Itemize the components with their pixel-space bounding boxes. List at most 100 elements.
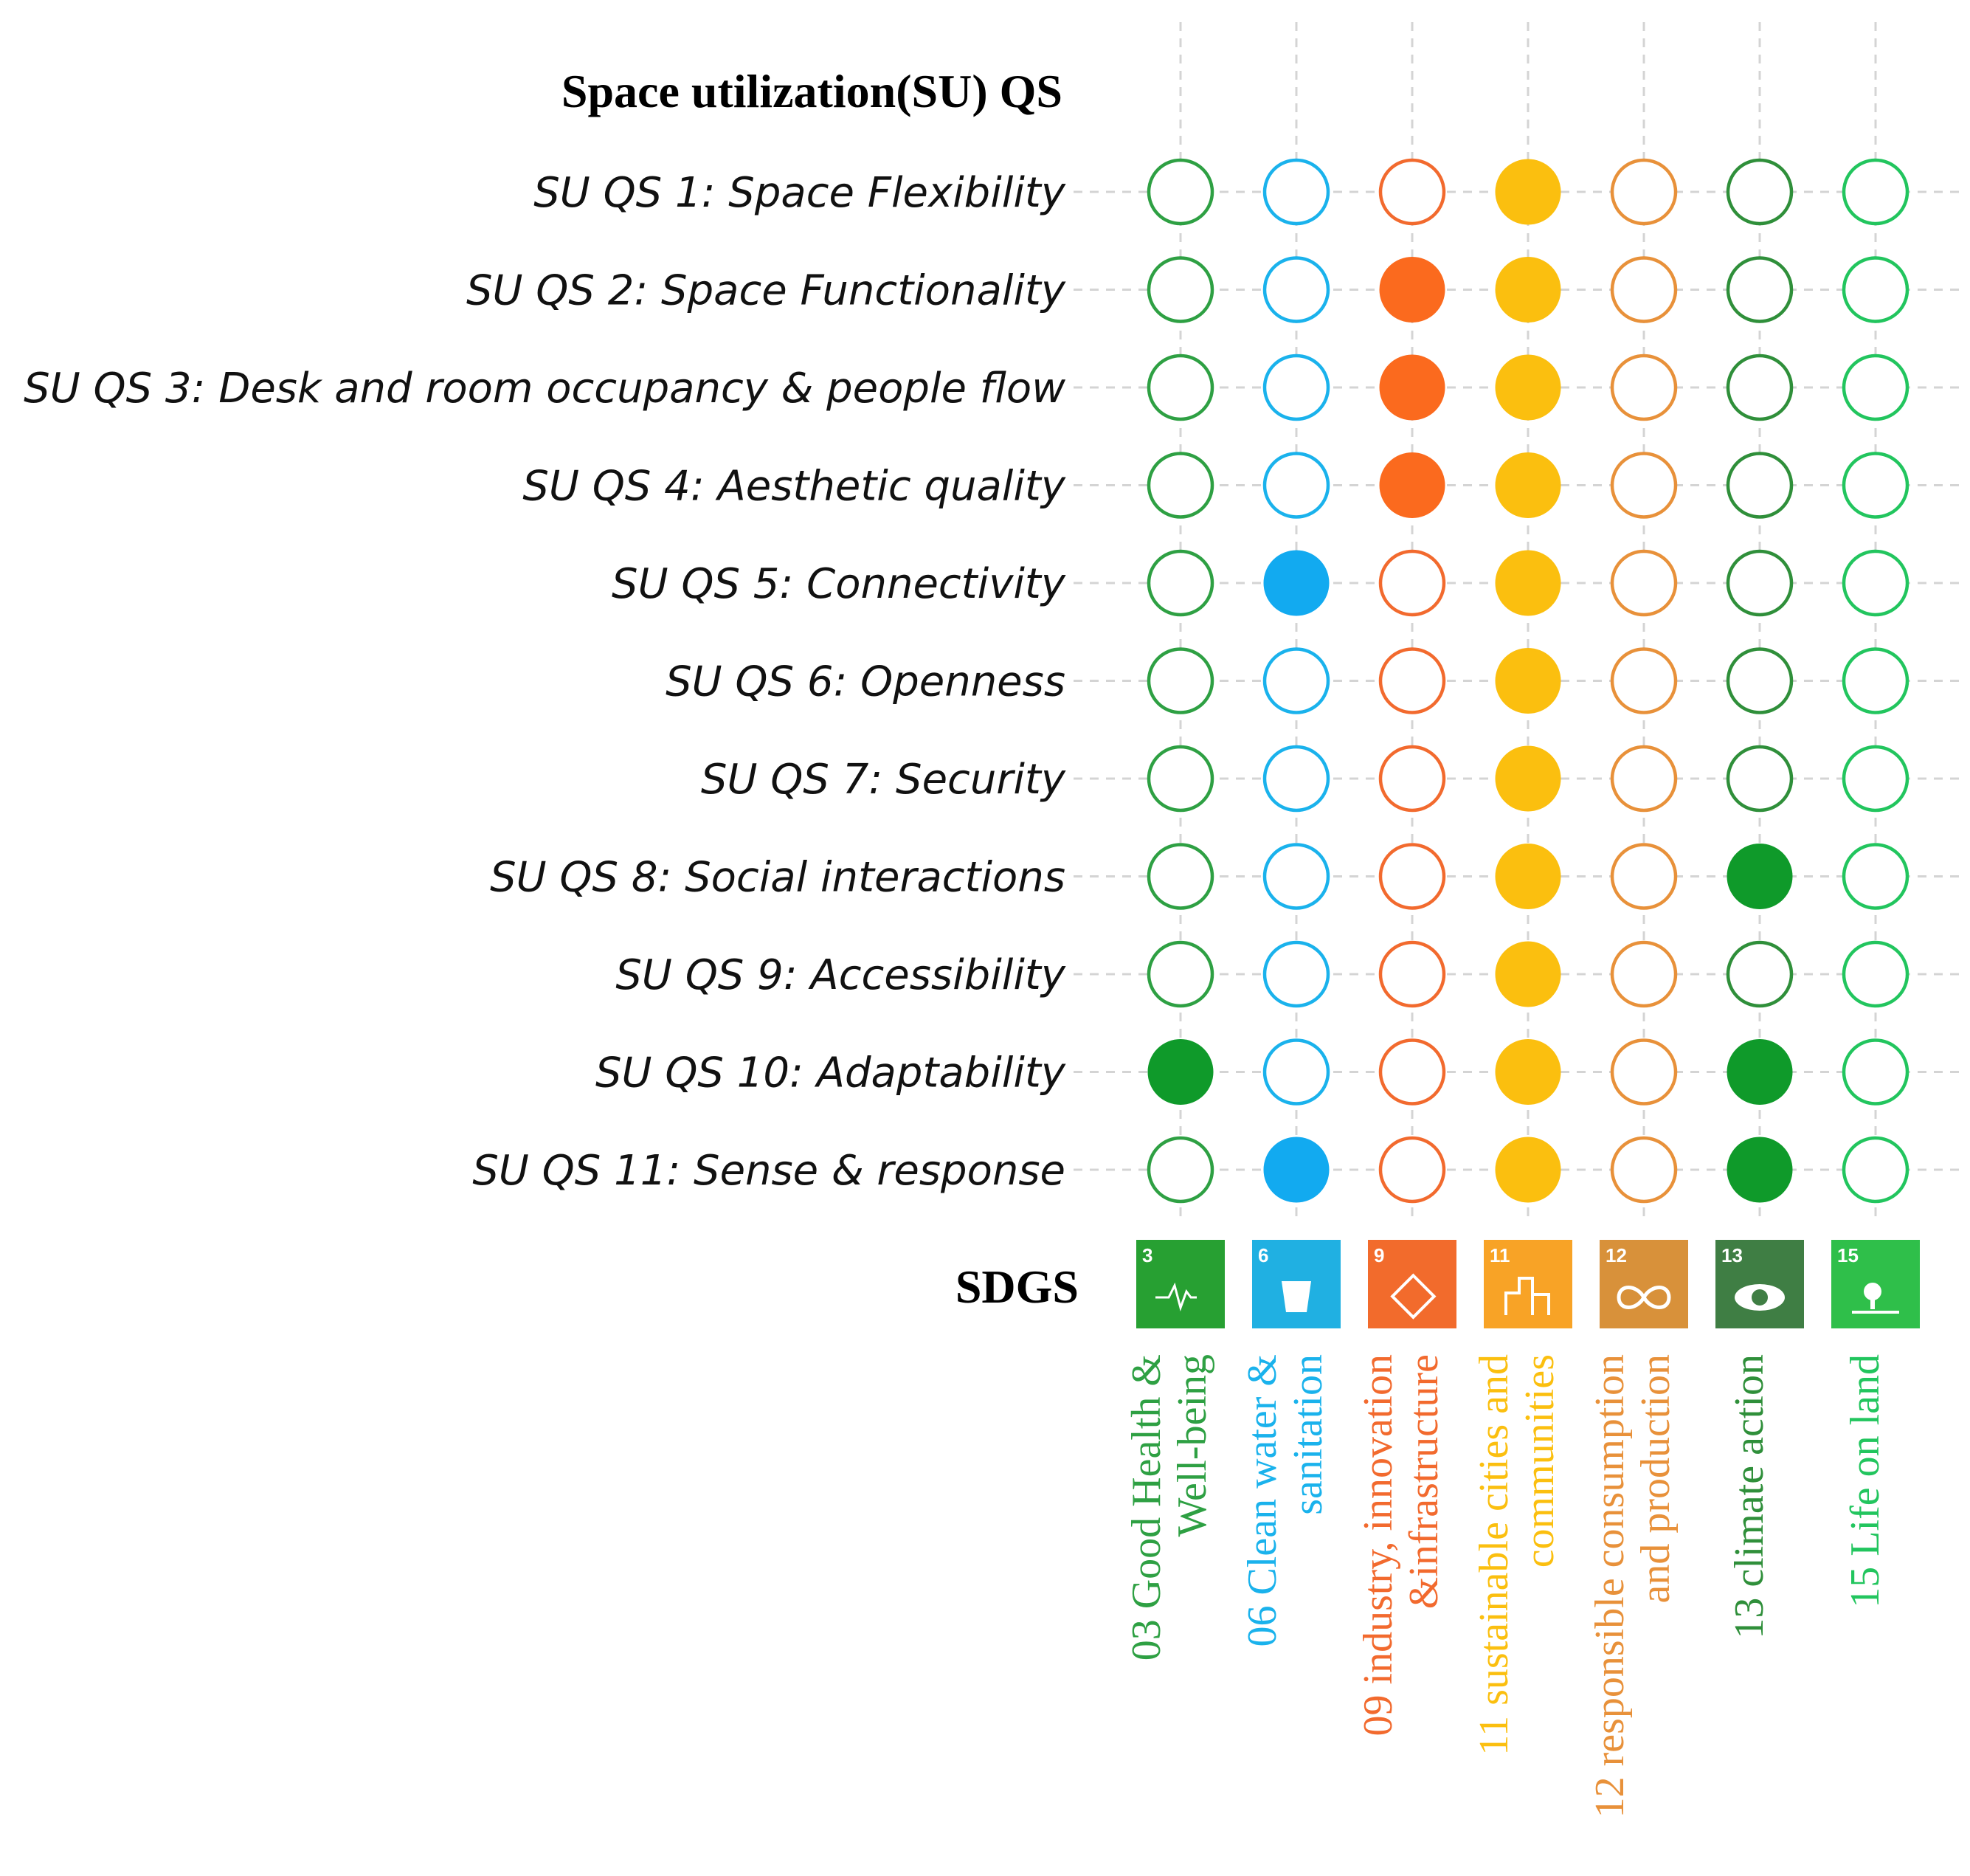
open-dot-06 bbox=[1262, 354, 1330, 421]
filled-dot-03 bbox=[1147, 1039, 1214, 1105]
sdg-label-03: Well-being bbox=[1169, 1354, 1215, 1537]
sdg-icon-number: 6 bbox=[1258, 1244, 1268, 1266]
filled-dot-11 bbox=[1495, 1137, 1561, 1203]
filled-dot-13 bbox=[1727, 1039, 1793, 1105]
sdg-icon-06: 6 bbox=[1252, 1240, 1341, 1328]
open-dot-12 bbox=[1610, 1136, 1678, 1204]
filled-dot-11 bbox=[1495, 745, 1561, 812]
open-dot-06 bbox=[1262, 1038, 1330, 1106]
open-dot-12 bbox=[1610, 940, 1678, 1008]
open-dot-09 bbox=[1378, 647, 1446, 714]
sdg-icon-number: 13 bbox=[1721, 1244, 1743, 1266]
sdg-icon-15: 15 bbox=[1831, 1240, 1920, 1328]
open-dot-06 bbox=[1262, 256, 1330, 323]
open-dot-13 bbox=[1726, 354, 1794, 421]
sdg-icon-number: 11 bbox=[1490, 1244, 1510, 1266]
filled-dot-09 bbox=[1379, 257, 1445, 323]
filled-dot-09 bbox=[1379, 452, 1445, 518]
filled-dot-11 bbox=[1495, 941, 1561, 1007]
open-dot-13 bbox=[1726, 256, 1794, 323]
row-label: SU QS 7: Security bbox=[701, 756, 1066, 804]
sdg-label-03: 03 Good Health & bbox=[1124, 1354, 1169, 1661]
open-dot-15 bbox=[1842, 647, 1909, 714]
open-dot-03 bbox=[1147, 452, 1214, 519]
sdg-tile bbox=[1484, 1240, 1572, 1328]
filled-dot-11 bbox=[1495, 844, 1561, 909]
open-dot-15 bbox=[1842, 745, 1909, 813]
sdg-tile bbox=[1368, 1240, 1456, 1328]
open-dot-03 bbox=[1147, 158, 1214, 226]
open-dot-15 bbox=[1842, 158, 1909, 226]
open-dot-15 bbox=[1842, 940, 1909, 1008]
open-dot-12 bbox=[1610, 354, 1678, 421]
sdg-icon-12: 12 bbox=[1600, 1240, 1688, 1328]
open-dot-15 bbox=[1842, 452, 1909, 519]
open-dot-15 bbox=[1842, 354, 1909, 421]
row-labels: SU QS 1: Space Flexibility SU QS 2: Space… bbox=[24, 169, 1066, 1195]
row-label: SU QS 8: Social interactions bbox=[490, 854, 1065, 902]
open-dot-13 bbox=[1726, 452, 1794, 519]
open-dot-13 bbox=[1726, 158, 1794, 226]
sdg-icon-number: 12 bbox=[1606, 1244, 1627, 1266]
sdg-labels: 03 Good Health & Well-being 06 Clean water… bbox=[1124, 1354, 1888, 1818]
filled-dot-11 bbox=[1495, 1039, 1561, 1105]
open-dot-03 bbox=[1147, 843, 1214, 910]
sdg-icon-number: 15 bbox=[1837, 1244, 1859, 1266]
open-dot-13 bbox=[1726, 745, 1794, 813]
open-dot-13 bbox=[1726, 940, 1794, 1008]
infinity-icon bbox=[1617, 1286, 1671, 1309]
open-dot-15 bbox=[1842, 843, 1909, 910]
open-dot-09 bbox=[1378, 1136, 1446, 1204]
filled-dot-11 bbox=[1495, 550, 1561, 616]
sdg-label-09: 09 industry, innovation bbox=[1355, 1354, 1401, 1736]
sdg-icon-13: 13 bbox=[1715, 1240, 1804, 1328]
row-label: SU QS 9: Accessibility bbox=[615, 951, 1065, 999]
open-dot-12 bbox=[1610, 647, 1678, 714]
sdg-tile bbox=[1600, 1240, 1688, 1328]
row-label: SU QS 2: Space Functionality bbox=[466, 267, 1066, 315]
open-dot-15 bbox=[1842, 256, 1909, 323]
sdg-label-12: 12 responsible consumption bbox=[1587, 1354, 1633, 1818]
sdg-icon-number: 3 bbox=[1142, 1244, 1152, 1266]
row-label: SU QS 4: Aesthetic quality bbox=[522, 463, 1065, 511]
row-label: SU QS 5: Connectivity bbox=[612, 560, 1066, 608]
open-dot-06 bbox=[1262, 843, 1330, 910]
sdgs-axis-title: SDGS bbox=[955, 1261, 1079, 1313]
sdg-tile bbox=[1136, 1240, 1225, 1328]
row-label: SU QS 10: Adaptability bbox=[595, 1049, 1066, 1097]
sdg-label-06: 06 Clean water & bbox=[1240, 1354, 1285, 1647]
open-dot-03 bbox=[1147, 354, 1214, 421]
sdg-icon-11: 11 bbox=[1484, 1240, 1572, 1328]
open-dot-12 bbox=[1610, 158, 1678, 226]
open-dot-13 bbox=[1726, 647, 1794, 714]
filled-dot-11 bbox=[1495, 159, 1561, 225]
tree-trunk bbox=[1870, 1297, 1875, 1309]
heartbeat-icon bbox=[1155, 1282, 1197, 1311]
filled-dot-09 bbox=[1379, 354, 1445, 421]
open-dot-09 bbox=[1378, 158, 1446, 226]
sdg-icon-09: 9 bbox=[1368, 1240, 1456, 1328]
open-dot-15 bbox=[1842, 1038, 1909, 1106]
open-dot-09 bbox=[1378, 940, 1446, 1008]
sdg-label-11: 11 sustainable cities and bbox=[1471, 1354, 1517, 1756]
open-dot-12 bbox=[1610, 843, 1678, 910]
open-dot-03 bbox=[1147, 549, 1214, 617]
filled-dot-06 bbox=[1263, 550, 1330, 616]
sdg-icons: 3 6 9 11 12 13 15 bbox=[1136, 1240, 1920, 1328]
sdg-label-13: 13 climate action bbox=[1727, 1354, 1772, 1639]
chart-title: Space utilization(SU) QS bbox=[561, 65, 1062, 117]
filled-dot-11 bbox=[1495, 354, 1561, 421]
open-dot-06 bbox=[1262, 940, 1330, 1008]
filled-dot-13 bbox=[1727, 844, 1793, 909]
water-glass-icon bbox=[1282, 1281, 1311, 1312]
open-dot-12 bbox=[1610, 1038, 1678, 1106]
filled-dot-11 bbox=[1495, 452, 1561, 518]
row-label: SU QS 1: Space Flexibility bbox=[533, 169, 1066, 217]
open-dot-12 bbox=[1610, 549, 1678, 617]
open-dot-03 bbox=[1147, 745, 1214, 813]
dots bbox=[1147, 158, 1909, 1204]
open-dot-09 bbox=[1378, 843, 1446, 910]
open-dot-15 bbox=[1842, 549, 1909, 617]
